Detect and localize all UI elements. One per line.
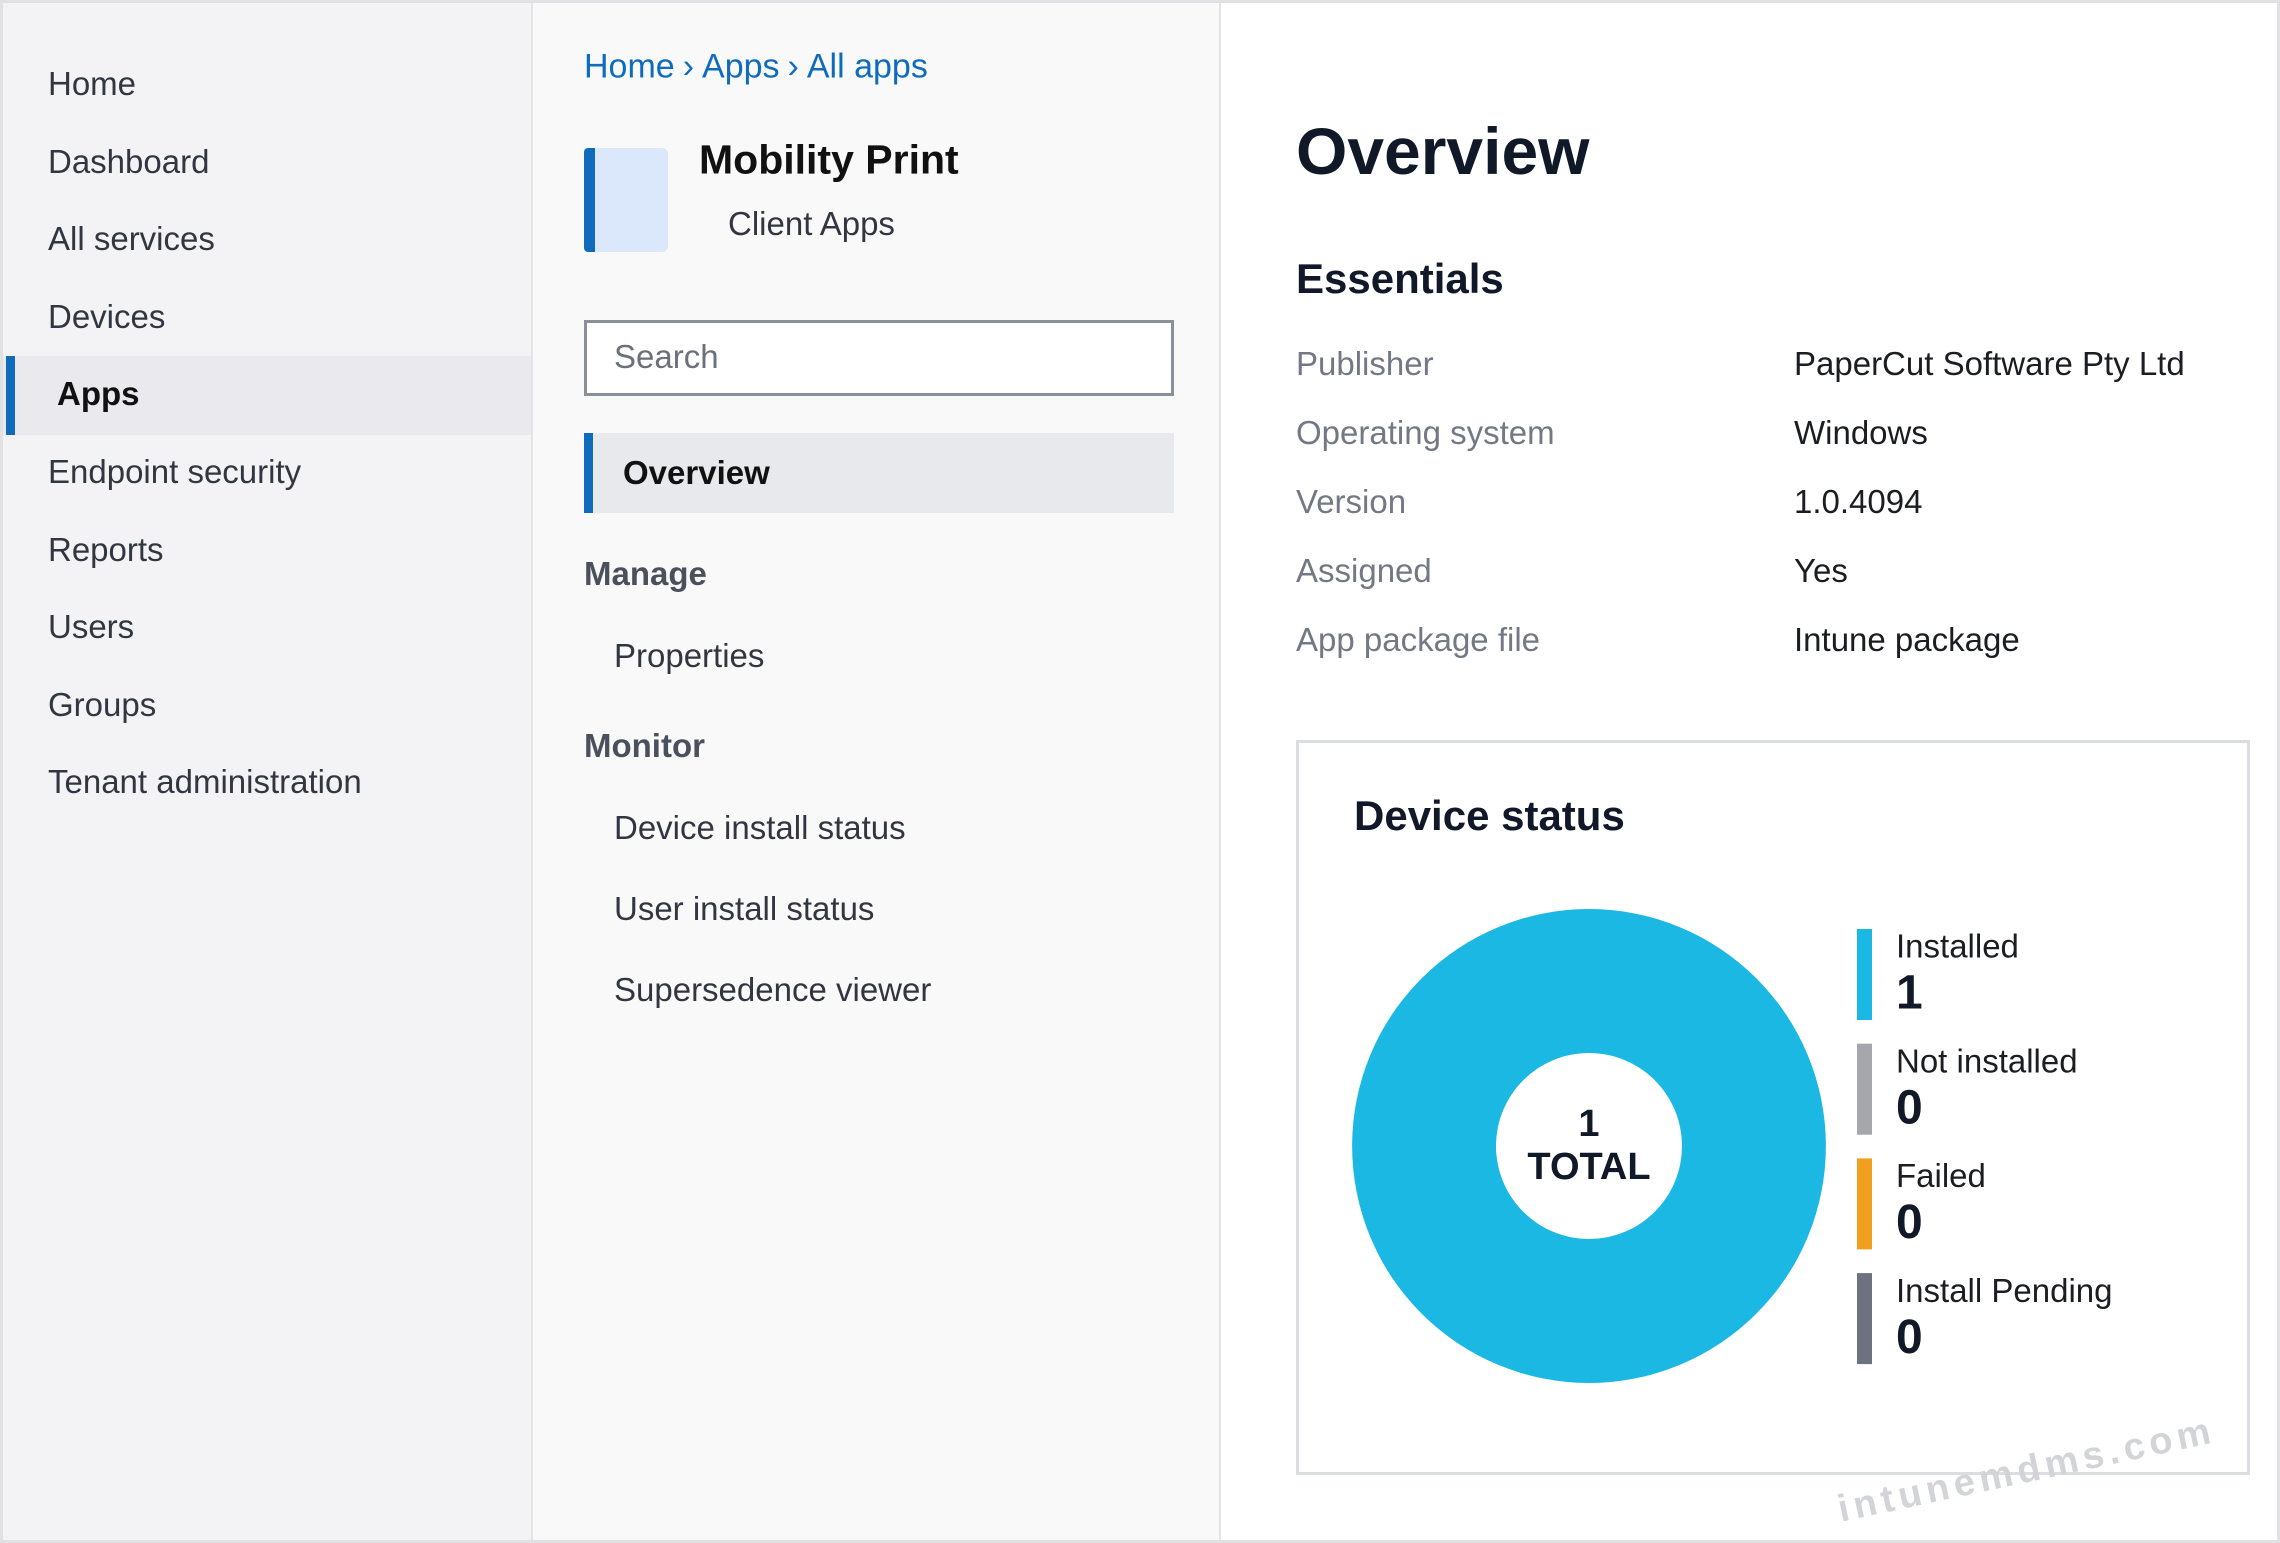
essential-label: Version <box>1296 483 1407 520</box>
essential-label: App package file <box>1296 621 1541 658</box>
menu-item[interactable]: Properties <box>614 637 765 674</box>
device-status-card <box>1296 740 2250 1475</box>
legend-label: Failed <box>1896 1157 1986 1194</box>
legend-value: 0 <box>1896 1196 1923 1249</box>
app-icon-bar <box>584 148 595 252</box>
breadcrumb-separator: › <box>787 47 799 86</box>
search-box[interactable] <box>584 320 1174 396</box>
total-label: TOTAL <box>1527 1146 1650 1188</box>
breadcrumb-link[interactable]: Apps <box>702 47 780 86</box>
essential-value: Windows <box>1794 414 1928 451</box>
nav-item[interactable]: Devices <box>48 297 166 335</box>
legend-label: Installed <box>1896 928 2019 965</box>
legend-value: 1 <box>1896 967 1923 1020</box>
nav-item[interactable]: Endpoint security <box>48 453 302 490</box>
menu-selected-bar <box>584 433 593 513</box>
app-icon <box>584 148 668 252</box>
menu-section: Monitor <box>584 727 705 764</box>
essential-label: Operating system <box>1296 414 1555 451</box>
nav-item[interactable]: Tenant administration <box>48 763 362 801</box>
essential-value: 1.0.4094 <box>1794 483 1923 520</box>
nav-item[interactable]: Apps <box>57 375 140 413</box>
menu-item[interactable]: Supersedence viewer <box>614 971 932 1008</box>
overview-title: Overview <box>1296 114 1590 188</box>
legend-label: Install Pending <box>1896 1272 2112 1309</box>
breadcrumb-link[interactable]: Home <box>584 47 675 86</box>
menu-item[interactable]: User install status <box>614 890 875 927</box>
nav-selected-bar <box>6 356 15 435</box>
essential-value: PaperCut Software Pty Ltd <box>1794 345 2185 382</box>
donut-segment <box>1352 909 1826 1383</box>
menu-selected-label: Overview <box>623 454 770 491</box>
legend-value: 0 <box>1896 1311 1923 1364</box>
essential-value: Intune package <box>1794 621 2020 658</box>
essentials-title: Essentials <box>1296 255 1504 302</box>
nav-item[interactable]: All services <box>48 220 215 258</box>
legend-swatch <box>1857 929 1872 1020</box>
nav-item[interactable]: Home <box>48 65 137 102</box>
nav-item[interactable]: Dashboard <box>48 142 210 180</box>
breadcrumb-link[interactable]: All apps <box>806 47 928 86</box>
search-placeholder: Search <box>614 338 719 375</box>
total-value: 1 <box>1578 1103 1599 1145</box>
legend-label: Not installed <box>1896 1042 2078 1079</box>
blade-menu: Mobility Print Client Apps Search Overvi… <box>531 3 1221 1540</box>
legend-swatch <box>1857 1043 1872 1135</box>
essential-label: Assigned <box>1296 552 1432 589</box>
legend-swatch <box>1857 1273 1872 1365</box>
sidebar: Home Dashboard All services Devices Apps Endp… <box>3 3 531 1540</box>
nav-item[interactable]: Groups <box>48 685 157 723</box>
app-subtitle: Client Apps <box>728 205 895 242</box>
legend-value: 0 <box>1896 1081 1923 1134</box>
watermark: intunemdms.com <box>1834 1410 2219 1531</box>
menu-item[interactable]: Device install status <box>614 809 906 846</box>
nav-item[interactable]: Users <box>48 608 135 646</box>
menu-selected-bg[interactable] <box>584 433 1174 513</box>
nav-selected-bg <box>3 356 531 435</box>
chart-title: Device status <box>1354 792 1625 839</box>
legend-swatch <box>1857 1158 1872 1250</box>
essential-value: Yes <box>1794 552 1848 589</box>
essential-label: Publisher <box>1296 345 1434 382</box>
breadcrumb: Home › Apps › All apps <box>584 48 928 87</box>
nav-item[interactable]: Reports <box>48 530 164 568</box>
app-title: Mobility Print <box>699 136 959 183</box>
breadcrumb-separator: › <box>682 47 695 86</box>
menu-section: Manage <box>584 555 707 592</box>
